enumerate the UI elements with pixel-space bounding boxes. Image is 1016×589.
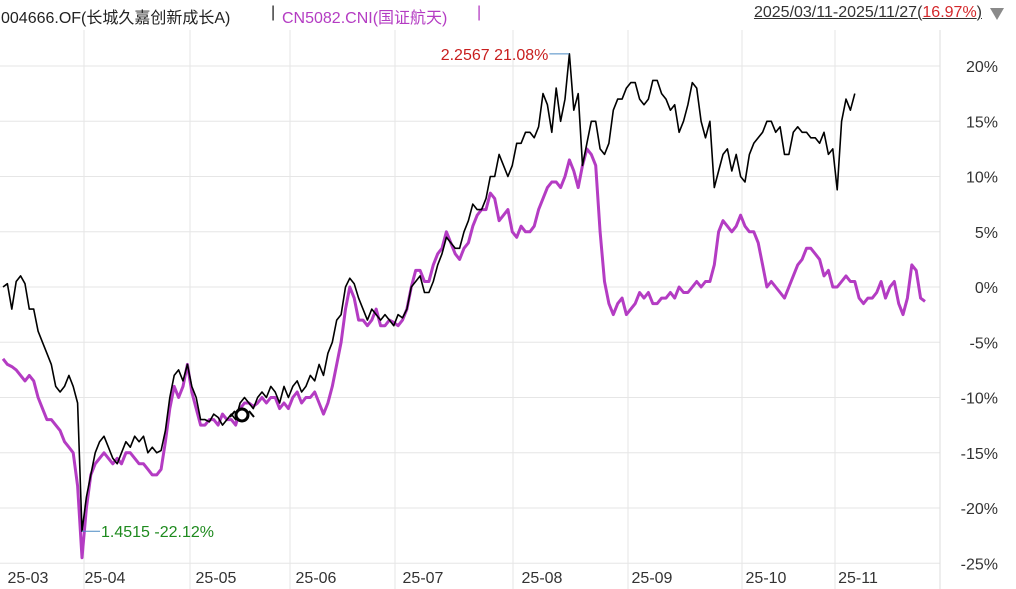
x-tick-label: 25-08 — [522, 570, 563, 587]
period-return-paren-open: ( — [917, 4, 923, 21]
fund-name-label: 004666.OF(长城久嘉创新成长A) — [1, 10, 231, 27]
period-return-value: 16.97% — [922, 4, 977, 21]
x-tick-label: 25-03 — [8, 570, 49, 587]
min-annotation-label: 1.4515 -22.12% — [101, 524, 214, 541]
grid-lines — [0, 30, 941, 589]
y-tick-label: -25% — [961, 556, 998, 573]
y-axis-ticks: 20% 15% 10% 5% 0% -5% -10% -15% -20% -25% — [961, 59, 998, 573]
x-tick-label: 25-07 — [403, 570, 444, 587]
x-tick-label: 25-05 — [196, 570, 237, 587]
y-tick-label: 0% — [975, 280, 998, 297]
header-separator: | — [271, 4, 276, 21]
fund-series-line — [2, 52, 856, 533]
header-separator-index: | — [477, 4, 482, 21]
series-lines — [1, 52, 926, 560]
y-tick-label: -10% — [961, 391, 998, 408]
date-range-text[interactable]: 2025/03/11-2025/11/27 — [753, 4, 918, 21]
index-name-label: CN5082.CNI(国证航天) — [282, 10, 448, 27]
marker-layer — [229, 407, 255, 423]
x-tick-label: 25-06 — [296, 570, 337, 587]
y-tick-label: 5% — [975, 225, 998, 242]
triangle-down-icon[interactable] — [990, 8, 1004, 20]
annotations: 2.2567 21.08% 1.4515 -22.12% — [82, 47, 570, 541]
event-marker-icon[interactable] — [229, 407, 255, 423]
chart-header: 004666.OF(长城久嘉创新成长A) | CN5082.CNI(国证航天) … — [0, 0, 1016, 30]
y-tick-label: 10% — [966, 170, 998, 187]
period-return-paren-close: ) — [976, 4, 982, 21]
y-tick-label: 15% — [966, 114, 998, 131]
x-tick-label: 25-10 — [746, 570, 787, 587]
x-axis-ticks: 25-03 25-04 25-05 25-06 25-07 25-08 25-09 25-10… — [8, 570, 878, 587]
y-tick-label: 20% — [966, 59, 998, 76]
y-tick-label: -20% — [961, 501, 998, 518]
x-tick-label: 25-04 — [85, 570, 126, 587]
max-annotation-label: 2.2567 21.08% — [441, 47, 549, 64]
y-tick-label: -15% — [961, 446, 998, 463]
date-range-selector[interactable]: 2025/03/11-2025/11/27(16.97%) — [754, 4, 982, 22]
index-series-line — [1, 147, 926, 560]
x-tick-label: 25-11 — [838, 570, 878, 587]
y-tick-label: -5% — [970, 335, 998, 352]
x-tick-label: 25-09 — [632, 570, 673, 587]
